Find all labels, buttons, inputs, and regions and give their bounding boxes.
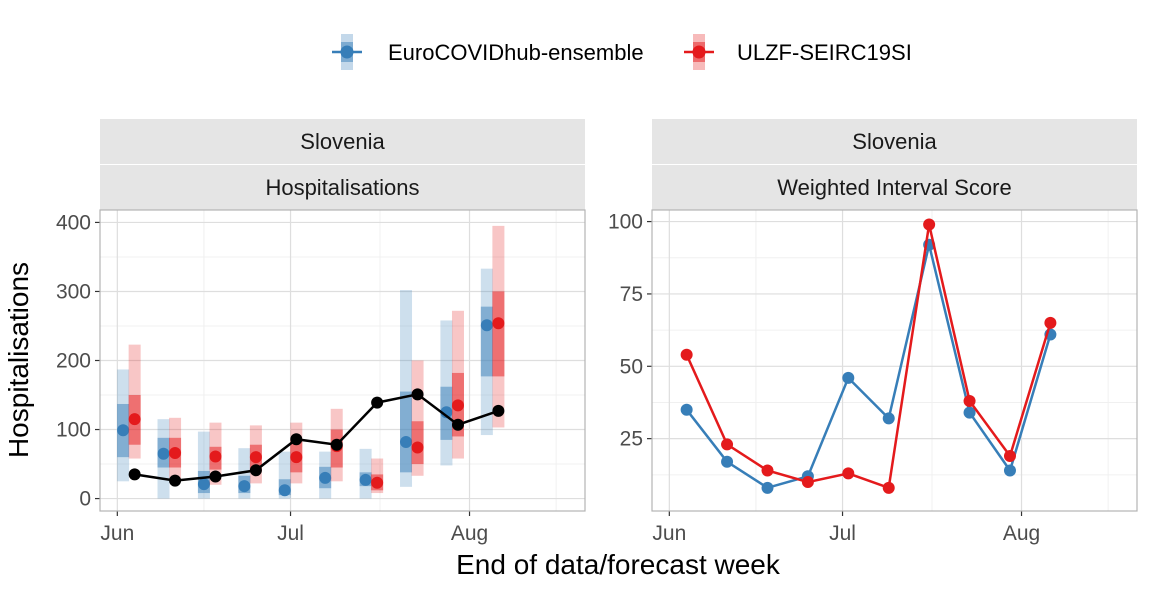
panel-border — [651, 209, 1138, 512]
legend-item-eurocovidhub-ensemble: EuroCOVIDhub-ensemble — [332, 34, 644, 70]
score-point — [923, 218, 936, 231]
forecast-median-point — [169, 447, 182, 460]
forecast-median-point — [411, 441, 424, 454]
observed-point — [128, 468, 141, 481]
panel-border — [99, 209, 586, 512]
strip-region — [652, 119, 1137, 164]
score-point — [721, 438, 734, 451]
forecast-median-point — [451, 399, 464, 412]
score-line — [685, 224, 1052, 490]
score-point — [842, 371, 855, 384]
score-point — [1003, 450, 1016, 463]
forecast-median-point — [480, 319, 493, 332]
score-point — [963, 395, 976, 408]
forecast-median-point — [319, 471, 332, 484]
inner-interval-bar — [480, 306, 493, 377]
forecast-median-point — [278, 484, 291, 497]
forecast-series-eurocovidhub-ensemble — [117, 268, 493, 499]
forecast-series-ulzf-seirc19si — [128, 225, 505, 494]
forecast-median-point — [117, 424, 130, 437]
inner-interval-bar — [492, 291, 505, 377]
x-axis-title: End of data/forecast week — [456, 549, 781, 580]
y-tick-label: 25 — [620, 428, 643, 451]
y-tick-label: 300 — [56, 280, 91, 303]
observed-point — [209, 470, 222, 483]
score-point — [680, 403, 693, 416]
strip-label-metric: Hospitalisations — [265, 175, 419, 200]
panel-hospitalisations: Slovenia Hospitalisations 0 100 200 300 400 J… — [56, 119, 586, 545]
score-point — [801, 476, 814, 489]
legend: EuroCOVIDhub-ensemble ULZF-SEIRC19SI — [332, 34, 912, 70]
y-tick-label: 75 — [620, 283, 643, 306]
score-series-ulzf-seirc19si — [680, 218, 1057, 494]
score-point — [1044, 316, 1057, 329]
observed-point — [492, 404, 505, 417]
x-tick-label: Jun — [100, 522, 134, 545]
score-point — [882, 412, 895, 425]
legend-label: ULZF-SEIRC19SI — [737, 40, 912, 65]
y-tick-label: 400 — [56, 211, 91, 234]
y-tick-label: 50 — [620, 355, 643, 378]
forecast-median-point — [359, 473, 372, 486]
y-tick-label: 100 — [56, 419, 91, 442]
legend-item-ulzf-seirc19si: ULZF-SEIRC19SI — [684, 34, 912, 70]
strip-label-region: Slovenia — [852, 129, 937, 154]
forecast-median-point — [290, 451, 303, 464]
forecast-median-point — [128, 413, 141, 426]
observed-point — [290, 433, 303, 446]
observed-point — [249, 464, 262, 477]
legend-point-swatch — [340, 45, 354, 59]
observed-point — [411, 388, 424, 401]
score-line — [685, 244, 1052, 490]
y-axis-title: Hospitalisations — [3, 262, 34, 458]
legend-label: EuroCOVIDhub-ensemble — [388, 40, 644, 65]
forecast-median-point — [238, 480, 251, 493]
forecast-median-point — [400, 435, 413, 448]
observed-point — [169, 474, 182, 487]
y-tick-label: 100 — [608, 211, 643, 234]
score-point — [721, 455, 734, 468]
forecast-median-point — [249, 451, 262, 464]
panel-weighted-interval-score: Slovenia Weighted Interval Score 25 50 75 1… — [608, 119, 1138, 545]
observed-point — [330, 438, 343, 451]
score-point — [882, 481, 895, 494]
forecast-median-point — [371, 476, 384, 489]
strip-metric — [652, 165, 1137, 210]
x-tick-label: Jul — [277, 522, 304, 545]
strip-label-region: Slovenia — [300, 129, 385, 154]
score-point — [842, 467, 855, 480]
forecast-median-point — [197, 478, 210, 491]
plot-area: 25 50 75 100 Jun Jul Aug — [608, 209, 1138, 545]
x-tick-label: Jun — [652, 522, 686, 545]
plot-area: 0 100 200 300 400 Jun Jul Aug — [56, 209, 586, 545]
x-tick-label: Aug — [451, 522, 488, 545]
forecast-median-point — [209, 450, 222, 463]
observed-point — [371, 396, 384, 409]
score-point — [761, 481, 774, 494]
forecast-median-point — [492, 317, 505, 330]
observed-series — [128, 388, 505, 487]
inner-interval-bar — [400, 391, 413, 473]
strip-region — [100, 119, 585, 164]
score-point — [1003, 464, 1016, 477]
observed-point — [451, 418, 464, 431]
legend-point-swatch — [692, 45, 706, 59]
y-tick-label: 0 — [79, 488, 91, 511]
score-point — [963, 406, 976, 419]
y-tick-label: 200 — [56, 350, 91, 373]
observed-line — [134, 392, 499, 482]
score-point — [761, 464, 774, 477]
x-tick-label: Aug — [1003, 522, 1040, 545]
x-tick-label: Jul — [829, 522, 856, 545]
strip-metric — [100, 165, 585, 210]
score-point — [680, 348, 693, 361]
forecast-median-point — [157, 447, 170, 460]
strip-label-metric: Weighted Interval Score — [777, 175, 1011, 200]
